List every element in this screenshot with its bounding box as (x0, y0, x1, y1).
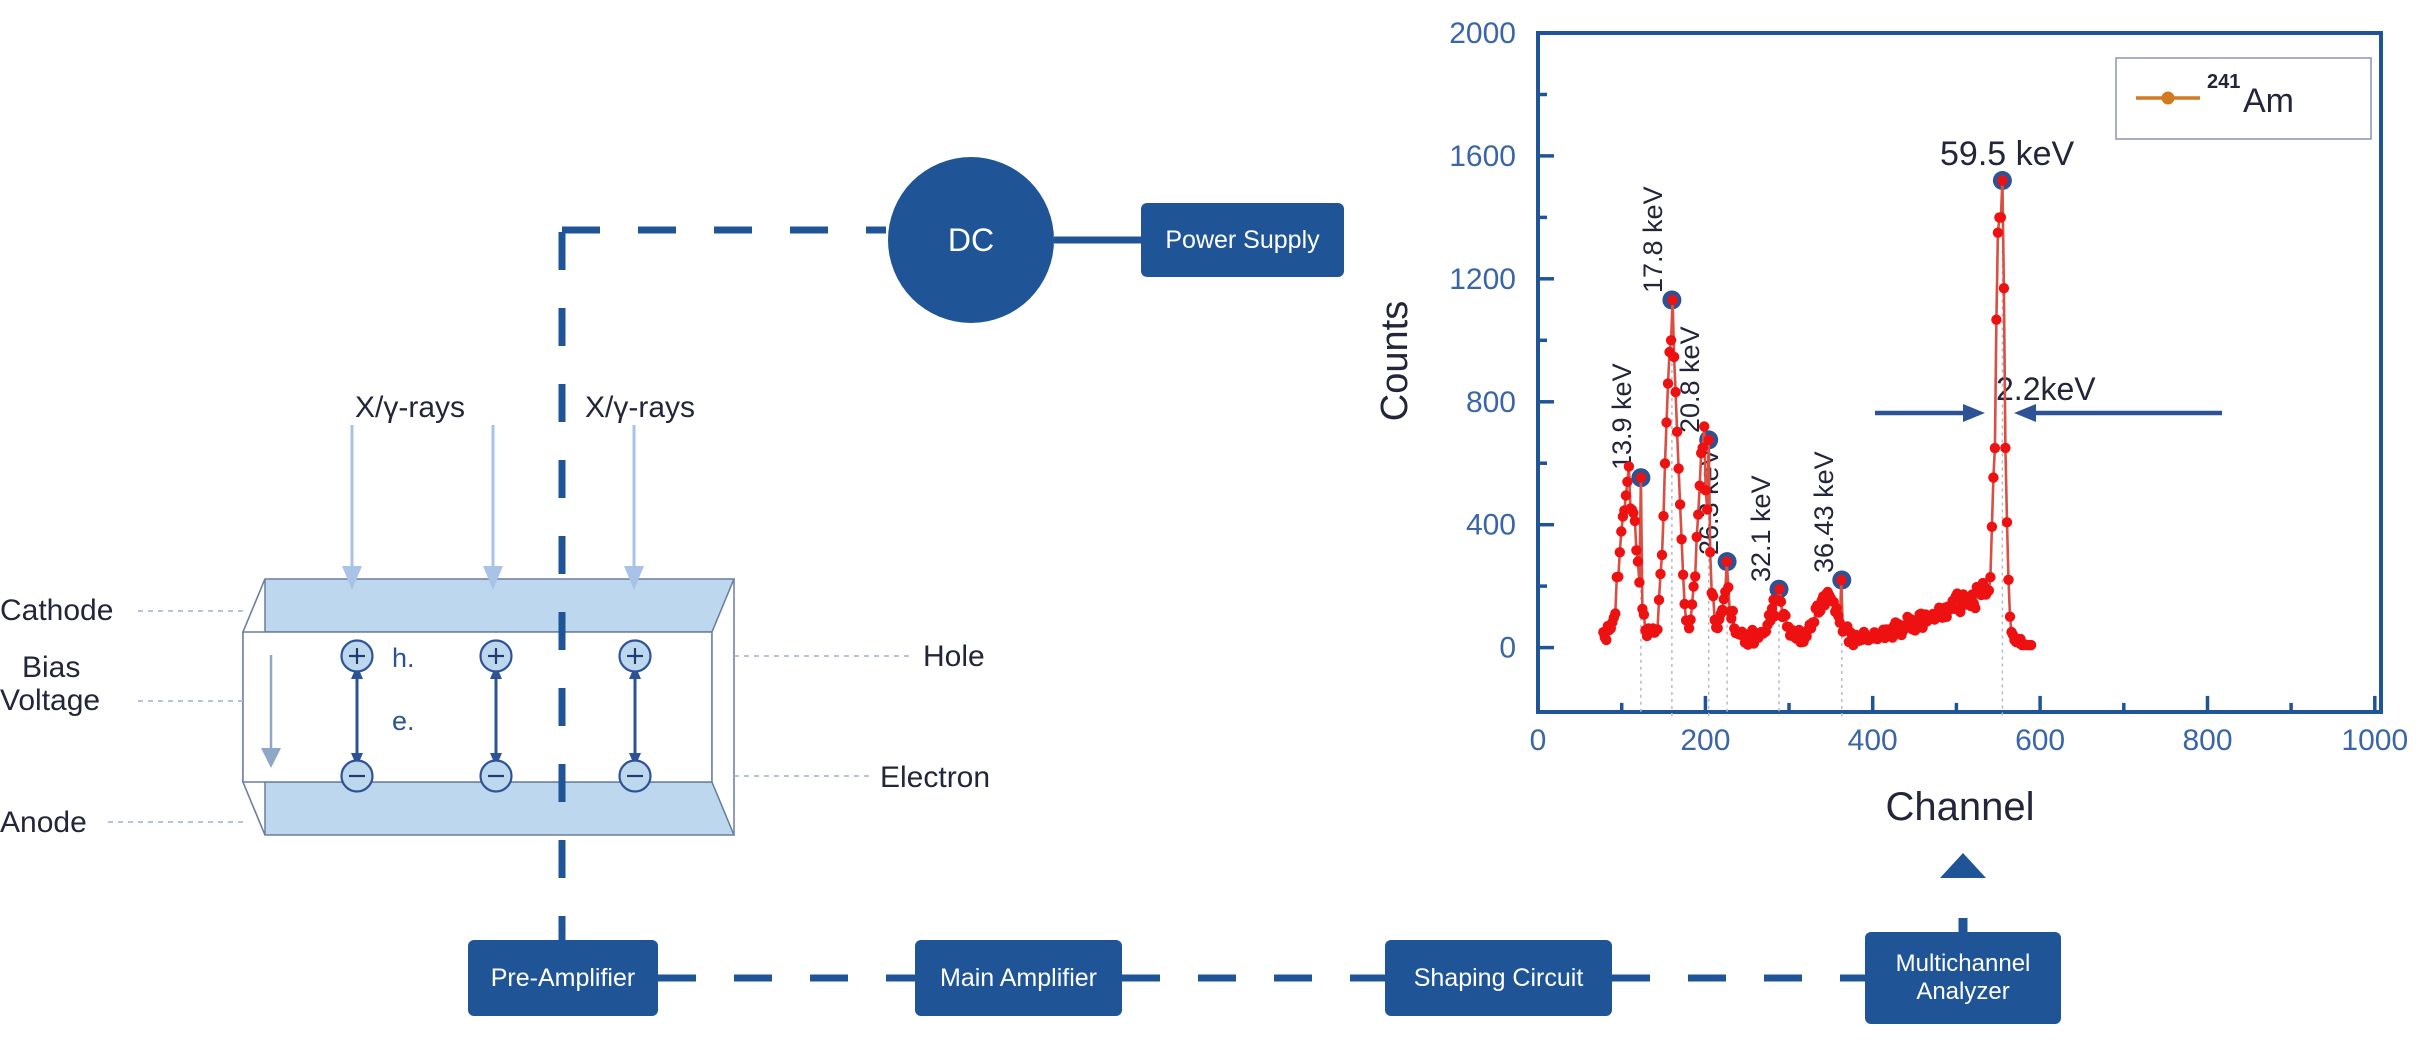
svg-text:600: 600 (2015, 724, 2065, 757)
svg-text:0: 0 (1530, 724, 1547, 757)
svg-text:1600: 1600 (1449, 140, 1516, 173)
svg-text:800: 800 (2182, 724, 2232, 757)
svg-text:241: 241 (2207, 71, 2240, 93)
svg-text:200: 200 (1680, 724, 1730, 757)
svg-text:0: 0 (1499, 632, 1516, 665)
svg-text:Am: Am (2243, 82, 2294, 120)
svg-text:36.43 keV: 36.43 keV (1809, 451, 1839, 573)
svg-text:13.9 keV: 13.9 keV (1607, 363, 1637, 470)
svg-text:59.5 keV: 59.5 keV (1940, 135, 2075, 173)
svg-text:2000: 2000 (1449, 17, 1516, 50)
svg-text:1000: 1000 (2341, 724, 2408, 757)
svg-text:20.8 keV: 20.8 keV (1675, 326, 1705, 433)
svg-text:17.8 keV: 17.8 keV (1638, 186, 1668, 293)
svg-text:2.2keV: 2.2keV (1996, 371, 2096, 407)
svg-text:400: 400 (1466, 509, 1516, 542)
svg-text:400: 400 (1848, 724, 1898, 757)
svg-text:1200: 1200 (1449, 263, 1516, 296)
svg-text:800: 800 (1466, 386, 1516, 419)
svg-text:32.1 keV: 32.1 keV (1746, 475, 1776, 582)
svg-text:Channel: Channel (1885, 785, 2034, 829)
